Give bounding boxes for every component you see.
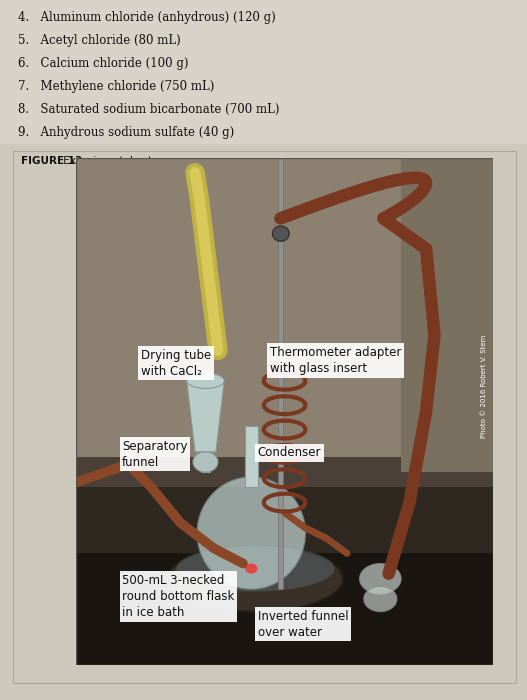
- Ellipse shape: [359, 564, 401, 594]
- Text: 5.   Acetyl chloride (80 mL): 5. Acetyl chloride (80 mL): [18, 34, 181, 47]
- Ellipse shape: [168, 546, 343, 612]
- Bar: [76, 158, 493, 472]
- Text: Experimental setup: Experimental setup: [60, 156, 165, 166]
- Text: 8.   Saturated sodium bicarbonate (700 mL): 8. Saturated sodium bicarbonate (700 mL): [18, 103, 280, 116]
- Bar: [278, 158, 284, 589]
- Ellipse shape: [272, 226, 289, 241]
- Bar: [76, 457, 493, 487]
- Ellipse shape: [245, 564, 258, 574]
- Bar: [0, 0, 527, 144]
- Polygon shape: [187, 381, 224, 452]
- Ellipse shape: [193, 452, 218, 472]
- Ellipse shape: [187, 373, 224, 389]
- Bar: [401, 158, 493, 472]
- Text: 9.   Anhydrous sodium sulfate (40 g): 9. Anhydrous sodium sulfate (40 g): [18, 126, 235, 139]
- Text: Inverted funnel
over water: Inverted funnel over water: [258, 610, 348, 639]
- Text: Photo © 2016 Robert V. Stem: Photo © 2016 Robert V. Stem: [481, 335, 486, 438]
- Bar: [201, 452, 210, 472]
- Text: Separatory
funnel: Separatory funnel: [122, 440, 188, 469]
- Text: 500-mL 3-necked
round bottom flask
in ice bath: 500-mL 3-necked round bottom flask in ic…: [122, 574, 235, 619]
- Text: Condenser: Condenser: [258, 447, 321, 459]
- Ellipse shape: [197, 477, 306, 589]
- Text: 4.   Aluminum chloride (anhydrous) (120 g): 4. Aluminum chloride (anhydrous) (120 g): [18, 10, 276, 24]
- Text: 7.   Methylene chloride (750 mL): 7. Methylene chloride (750 mL): [18, 80, 215, 93]
- Text: Drying tube
with CaCl₂: Drying tube with CaCl₂: [141, 349, 211, 377]
- Ellipse shape: [177, 546, 335, 592]
- Bar: [13, 150, 516, 682]
- Ellipse shape: [364, 587, 397, 612]
- Text: Thermometer adapter
with glass insert: Thermometer adapter with glass insert: [270, 346, 402, 375]
- Bar: [76, 553, 493, 665]
- Bar: [245, 426, 258, 487]
- Text: FIGURE 13:: FIGURE 13:: [21, 156, 86, 166]
- Text: 6.   Calcium chloride (100 g): 6. Calcium chloride (100 g): [18, 57, 189, 70]
